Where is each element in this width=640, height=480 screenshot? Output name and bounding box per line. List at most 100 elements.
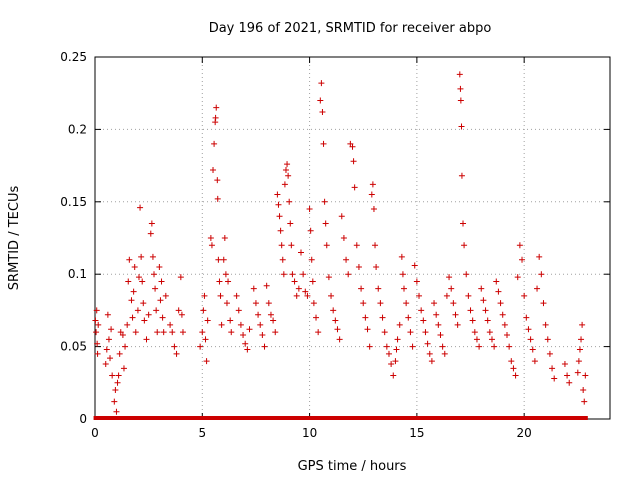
data-point	[151, 271, 158, 278]
zero-point	[178, 416, 184, 420]
data-point	[506, 343, 513, 350]
data-point	[281, 181, 288, 188]
data-point	[358, 285, 365, 292]
zero-point	[389, 416, 395, 420]
data-point	[320, 140, 327, 147]
data-point	[488, 336, 495, 343]
data-point	[471, 329, 478, 336]
data-point	[222, 271, 229, 278]
data-point	[362, 314, 369, 321]
zero-point	[165, 416, 171, 420]
data-point	[313, 314, 320, 321]
data-point	[171, 343, 178, 350]
data-point	[103, 346, 110, 353]
data-point	[157, 297, 164, 304]
data-point	[540, 300, 547, 307]
y-tick-label: 0.25	[60, 50, 87, 64]
data-point	[113, 408, 120, 415]
zero-point	[554, 416, 560, 420]
data-point	[179, 329, 186, 336]
zero-point	[477, 416, 483, 420]
zero-point	[222, 416, 228, 420]
data-point	[379, 314, 386, 321]
data-point	[154, 329, 161, 336]
zero-point	[443, 416, 449, 420]
zero-point	[299, 416, 305, 420]
zero-point	[441, 416, 447, 420]
data-point	[160, 329, 167, 336]
zero-point	[98, 416, 104, 420]
zero-point	[394, 416, 400, 420]
zero-point	[114, 416, 120, 420]
data-point	[369, 181, 376, 188]
zero-point	[425, 416, 431, 420]
data-point	[267, 311, 274, 318]
data-point	[108, 326, 115, 333]
y-tick-label: 0.05	[60, 340, 87, 354]
data-point	[396, 321, 403, 328]
data-point	[353, 242, 360, 249]
data-point	[536, 253, 543, 260]
data-point	[125, 278, 132, 285]
zero-point	[562, 416, 568, 420]
data-point	[439, 343, 446, 350]
data-point	[392, 358, 399, 365]
data-point	[375, 285, 382, 292]
data-point	[549, 365, 556, 372]
zero-point	[242, 416, 248, 420]
data-point	[153, 307, 160, 314]
data-point	[242, 340, 249, 347]
zero-point	[551, 416, 557, 420]
x-tick-label: 15	[409, 426, 424, 440]
x-tick-label: 10	[302, 426, 317, 440]
zero-point	[523, 416, 529, 420]
data-point	[308, 256, 315, 263]
data-point	[135, 274, 142, 281]
data-point	[340, 235, 347, 241]
zero-point	[271, 416, 277, 420]
data-point	[448, 285, 455, 292]
zero-point	[544, 416, 550, 420]
zero-point	[567, 416, 573, 420]
data-point	[259, 332, 266, 339]
zero-point	[224, 416, 230, 420]
zero-point	[96, 416, 102, 420]
data-point	[204, 317, 211, 324]
zero-point	[206, 416, 212, 420]
data-point	[148, 220, 155, 227]
data-point	[458, 172, 465, 179]
data-point	[304, 292, 311, 299]
zero-point	[276, 416, 282, 420]
zero-point	[212, 416, 218, 420]
zero-point	[309, 416, 315, 420]
data-point	[546, 350, 553, 357]
data-point	[491, 343, 498, 350]
data-point	[286, 198, 293, 205]
zero-point	[433, 416, 439, 420]
data-point	[152, 285, 159, 292]
data-point	[381, 329, 388, 336]
zero-point	[286, 416, 292, 420]
zero-point	[379, 416, 385, 420]
data-point	[424, 340, 431, 347]
data-point	[476, 343, 483, 350]
y-tick-label: 0	[79, 412, 87, 426]
data-point	[244, 346, 251, 353]
data-point	[207, 235, 214, 241]
zero-point	[361, 416, 367, 420]
zero-point	[266, 416, 272, 420]
data-point	[298, 249, 304, 256]
data-point	[501, 321, 508, 328]
data-point	[473, 336, 480, 343]
data-point	[433, 311, 440, 318]
zero-point	[322, 416, 328, 420]
zero-point	[500, 416, 506, 420]
data-point	[215, 256, 222, 263]
data-point	[534, 285, 541, 292]
data-point	[116, 350, 123, 357]
data-point	[512, 372, 519, 379]
data-point	[318, 80, 325, 87]
zero-point	[209, 416, 215, 420]
zero-point	[312, 416, 318, 420]
data-point	[291, 278, 298, 285]
